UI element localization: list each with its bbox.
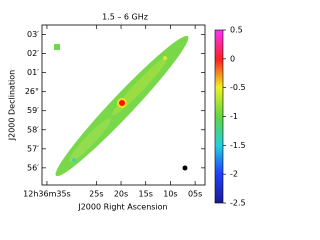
x-tick-label: 10s	[163, 190, 177, 199]
beam	[182, 165, 188, 171]
colorbar-tick-label: -1.5	[230, 141, 246, 150]
emission	[163, 56, 167, 60]
colorbar-tick-label: -2.5	[230, 199, 246, 208]
emission	[112, 56, 168, 116]
emission	[69, 117, 111, 163]
colorbar	[214, 29, 224, 204]
x-tick-label: 05s	[188, 190, 202, 199]
y-tick-label: 56′	[27, 163, 39, 172]
colorbar-tick-label: -1	[230, 112, 238, 121]
y-tick-label: 57′	[27, 144, 39, 153]
colorbar-tick-label: 0	[230, 54, 235, 63]
x-tick-label: 15s	[139, 190, 153, 199]
y-tick-label: 03′	[27, 30, 39, 39]
y-tick-label: 02′	[27, 49, 39, 58]
x-tick-label: 25s	[89, 190, 103, 199]
colorbar-tick-label: -2	[230, 170, 238, 179]
core	[119, 100, 125, 106]
plot-frame	[41, 24, 206, 186]
colorbar-tick-label: -0.5	[230, 83, 246, 92]
x-tick-label: 12h36m35s	[23, 190, 71, 199]
x-tick-label: 20s	[114, 190, 128, 199]
image	[54, 35, 189, 177]
x-axis-label: J2000 Right Ascension	[77, 203, 167, 212]
emission	[72, 158, 76, 162]
emission	[54, 44, 60, 50]
y-tick-label: 59′	[27, 106, 39, 115]
y-axis-label: J2000 Declination	[8, 70, 17, 141]
colorbar-tick-label: 0.5	[230, 26, 243, 35]
chart-title: 1.5 – 6 GHz	[102, 13, 148, 22]
y-tick-label: 58′	[27, 125, 39, 134]
y-tick-label: 01′	[27, 68, 39, 77]
chart: 1.5 – 6 GHz J2000 Right Ascension J2000 …	[8, 13, 246, 212]
y-tick-label: 26°	[25, 87, 39, 96]
